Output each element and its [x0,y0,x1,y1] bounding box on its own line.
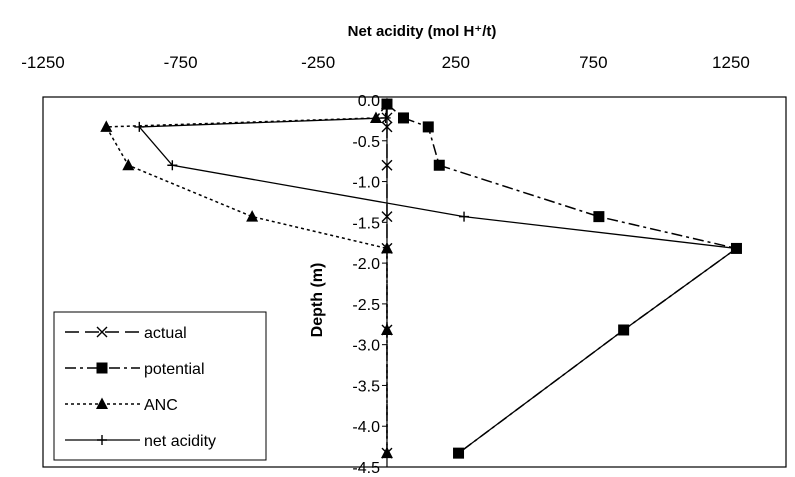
point-marker [369,111,382,123]
legend: actual potential ANC net acidity [53,311,267,461]
point-marker [96,397,108,409]
x-tick-labels: -1250 -750 -250 250 750 1250 [21,53,750,72]
point-marker [459,211,470,222]
point-marker [381,159,393,171]
y-tick-label: 0.0 [358,93,380,110]
y-axis: 0.0 -0.5 -1.0 -1.5 -2.0 -2.5 -3.0 -3.5 -4.0 -4.5 [352,93,388,477]
point-marker [381,99,392,110]
point-marker [96,362,108,374]
point-marker [381,211,393,223]
point-marker [167,160,178,171]
y-tick-label: -3.0 [352,338,380,355]
point-marker [422,121,434,133]
point-marker [122,158,135,171]
legend-label: actual [144,325,187,342]
legend-entry: actual [65,325,187,342]
point-marker [100,120,113,132]
point-marker [380,323,393,335]
point-marker [97,435,107,445]
x-tick-label: 1250 [712,53,750,72]
x-tick-label: 250 [442,53,470,72]
y-tick-label: -2.0 [352,256,380,273]
y-axis-title: Depth (m) [309,263,326,338]
legend-entry: potential [65,361,205,378]
point-marker [731,243,742,254]
x-tick-label: -250 [301,53,335,72]
x-tick-label: -1250 [21,53,64,72]
point-marker [134,121,145,132]
point-marker [246,210,259,222]
series-line [386,103,739,454]
y-tick-label: -2.5 [352,297,380,314]
y-tick-label: -4.5 [352,460,380,477]
point-marker [618,324,629,335]
series-net-acidity [134,99,742,459]
series-layer [100,97,742,459]
series-potential [381,98,742,459]
y-tick-label: -3.5 [352,378,380,395]
series-line [137,104,739,454]
plot-area [42,96,787,468]
x-tick-label: 750 [579,53,607,72]
point-marker [380,112,391,123]
x-axis-title: Net acidity (mol H⁺/t) [348,23,497,40]
point-marker [593,211,605,223]
legend-entry: net acidity [65,433,216,450]
legend-label: net acidity [144,433,216,450]
y-tick-label: -0.5 [352,134,380,151]
point-marker [433,159,445,171]
legend-box [53,311,267,461]
point-marker [453,448,464,459]
legend-label: ANC [144,397,178,414]
point-marker [380,241,393,254]
y-tick-label: -4.0 [352,419,380,436]
point-marker [397,112,409,124]
legend-label: potential [144,361,205,378]
point-marker [96,326,108,338]
legend-entry: ANC [65,397,178,414]
point-marker [381,121,393,133]
y-tick-label: -1.0 [352,175,380,192]
y-tick-label: -1.5 [352,215,380,232]
point-marker [380,446,393,459]
x-tick-label: -750 [164,53,198,72]
